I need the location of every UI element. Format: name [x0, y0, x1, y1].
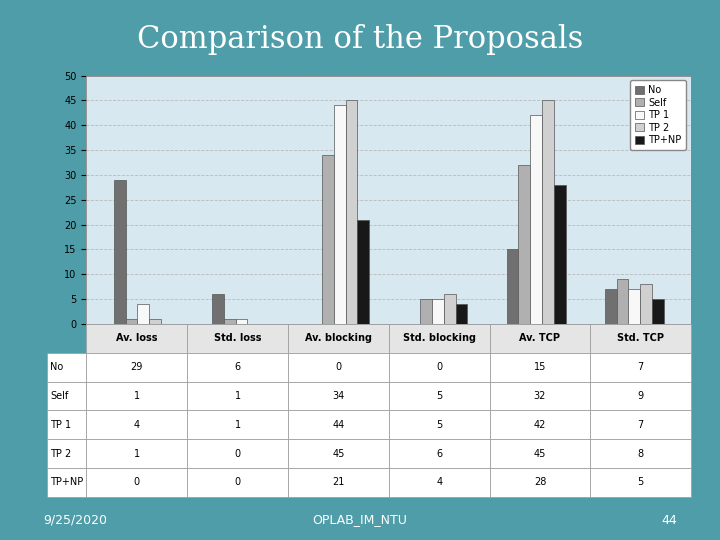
- Bar: [212, 294, 224, 324]
- Bar: [616, 279, 629, 324]
- Bar: [507, 249, 518, 324]
- Bar: [149, 319, 161, 324]
- Text: 44: 44: [661, 514, 677, 526]
- Bar: [322, 155, 334, 324]
- Bar: [357, 220, 369, 324]
- Bar: [126, 319, 138, 324]
- Bar: [346, 100, 357, 324]
- Bar: [530, 116, 542, 324]
- Bar: [554, 185, 565, 324]
- Text: OPLAB_IM_NTU: OPLAB_IM_NTU: [312, 514, 408, 526]
- Bar: [432, 299, 444, 324]
- Bar: [542, 100, 554, 324]
- Bar: [444, 294, 456, 324]
- Text: Comparison of the Proposals: Comparison of the Proposals: [137, 24, 583, 55]
- Bar: [456, 304, 467, 324]
- Bar: [652, 299, 664, 324]
- Bar: [605, 289, 616, 324]
- Bar: [114, 180, 126, 324]
- Bar: [235, 319, 248, 324]
- Bar: [334, 105, 346, 324]
- Bar: [518, 165, 530, 324]
- Bar: [224, 319, 235, 324]
- Text: 9/25/2020: 9/25/2020: [43, 514, 107, 526]
- Bar: [640, 284, 652, 324]
- Bar: [138, 304, 149, 324]
- Bar: [629, 289, 640, 324]
- Legend: No, Self, TP 1, TP 2, TP+NP: No, Self, TP 1, TP 2, TP+NP: [630, 80, 686, 150]
- Bar: [420, 299, 432, 324]
